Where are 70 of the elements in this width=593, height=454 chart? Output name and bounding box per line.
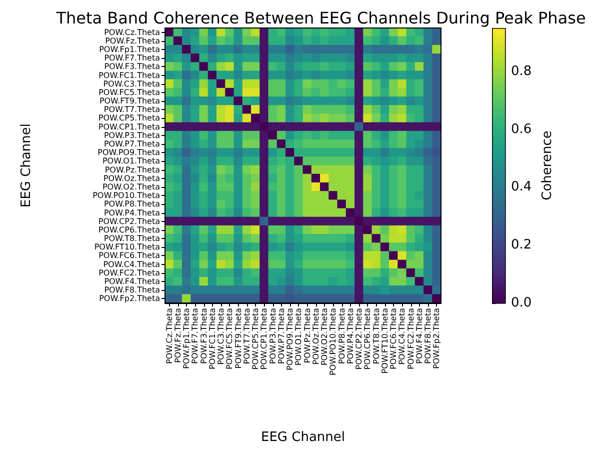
x-tick-label: POW.T7.Theta [242, 308, 252, 364]
y-tick-label: POW.PO10.Theta [92, 191, 160, 200]
x-tick-label: POW.C3.Theta [216, 308, 226, 365]
x-tick-label: POW.C4.Theta [398, 308, 407, 365]
x-tick-label: POW.FC5.Theta [225, 308, 234, 370]
x-axis-title: EEG Channel [260, 430, 346, 445]
x-tick-label: POW.Pz.Theta [302, 308, 312, 364]
y-tick-label: POW.O2.Theta [102, 182, 160, 192]
y-tick-label: POW.P8.Theta [104, 200, 160, 209]
y-tick-label: POW.P4.Theta [104, 208, 160, 218]
x-tick-label: POW.Oz.Theta [311, 308, 320, 365]
y-tick-label: POW.CP1.Theta [98, 122, 160, 132]
y-tick-label: POW.T7.Theta [104, 105, 160, 114]
y-tick-label: POW.FT10.Theta [94, 242, 160, 252]
x-tick-label: POW.CP1.Theta [260, 308, 269, 370]
y-tick-label: POW.FC2.Theta [98, 268, 160, 278]
color-bar-title: Coherence [540, 130, 555, 200]
x-tick-label: POW.P4.Theta [346, 308, 355, 364]
y-tick-label: POW.PO9.Theta [98, 148, 160, 158]
x-tick-label: POW.F4.Theta [414, 308, 424, 364]
color-bar-label: 0.2 [511, 238, 532, 253]
x-tick-label: POW.O1.Theta [294, 308, 304, 366]
y-tick-label: POW.P7.Theta [104, 140, 160, 149]
y-tick-label: POW.FC6.Theta [98, 251, 160, 260]
x-tick-label: POW.FC1.Theta [208, 308, 217, 370]
y-tick-label: POW.F4.Theta [104, 277, 160, 286]
y-tick-label: POW.Fp1.Theta [99, 44, 160, 54]
x-tick-label: POW.CP2.Theta [354, 308, 364, 370]
color-bar-label: 0.6 [511, 122, 532, 137]
y-tick-label: POW.O1.Theta [102, 156, 160, 166]
x-tick-label: POW.Fp2.Theta [432, 308, 442, 369]
y-tick-label: POW.CP6.Theta [98, 225, 160, 234]
y-tick-label: POW.Fz.Theta [105, 36, 160, 46]
chart-title: Theta Band Coherence Between EEG Channels During Peak Phase [55, 8, 586, 28]
y-tick-label: POW.F8.Theta [104, 286, 160, 295]
x-tick-label: POW.O2.Theta [320, 308, 330, 366]
y-tick-label: POW.F7.Theta [104, 54, 160, 63]
y-tick-label: POW.CP5.Theta [98, 114, 160, 123]
color-bar-label: 0.0 [511, 296, 532, 310]
y-tick-label: POW.Fp2.Theta [99, 294, 160, 304]
x-tick-label: POW.PO10.Theta [328, 308, 338, 376]
x-tick-label: POW.PO9.Theta [286, 308, 295, 370]
y-tick-label: POW.CP2.Theta [98, 216, 160, 226]
y-tick-label: POW.FC5.Theta [98, 88, 160, 97]
x-tick-label: POW.FC2.Theta [406, 308, 416, 370]
x-tick-label: POW.F8.Theta [424, 308, 433, 364]
y-tick-label: POW.C4.Theta [103, 260, 160, 269]
x-tick-label: POW.FC6.Theta [389, 308, 398, 370]
y-tick-label: POW.FT9.Theta [99, 96, 160, 106]
y-tick-label: POW.Pz.Theta [104, 165, 160, 174]
color-bar-label: 0.8 [511, 64, 532, 79]
x-tick-label: POW.P7.Theta [276, 308, 286, 364]
y-tick-label: POW.P3.Theta [104, 130, 160, 140]
x-tick-label: POW.CP6.Theta [363, 308, 372, 370]
x-tick-label: POW.P3.Theta [268, 308, 278, 364]
y-axis-title: EEG Channel [19, 123, 34, 208]
y-tick-label: POW.Oz.Theta [103, 174, 160, 183]
x-tick-label: POW.T8.Theta [372, 308, 381, 364]
x-tick-label: POW.FT9.Theta [234, 308, 243, 369]
x-tick-label: POW.P8.Theta [337, 308, 346, 364]
x-tick-label: POW.FT10.Theta [380, 308, 390, 374]
x-tick-label: POW.F7.Theta [190, 308, 200, 364]
y-tick-label: POW.T8.Theta [104, 234, 160, 244]
y-tick-label: POW.F3.Theta [104, 62, 160, 72]
y-tick-label: POW.FC1.Theta [98, 70, 160, 80]
y-tick-label: POW.Cz.Theta [104, 28, 160, 37]
color-bar-label: 0.4 [511, 180, 532, 195]
x-tick-label: POW.CP5.Theta [251, 308, 260, 370]
y-tick-label: POW.C3.Theta [103, 79, 160, 88]
x-tick-label: POW.F3.Theta [199, 308, 208, 364]
